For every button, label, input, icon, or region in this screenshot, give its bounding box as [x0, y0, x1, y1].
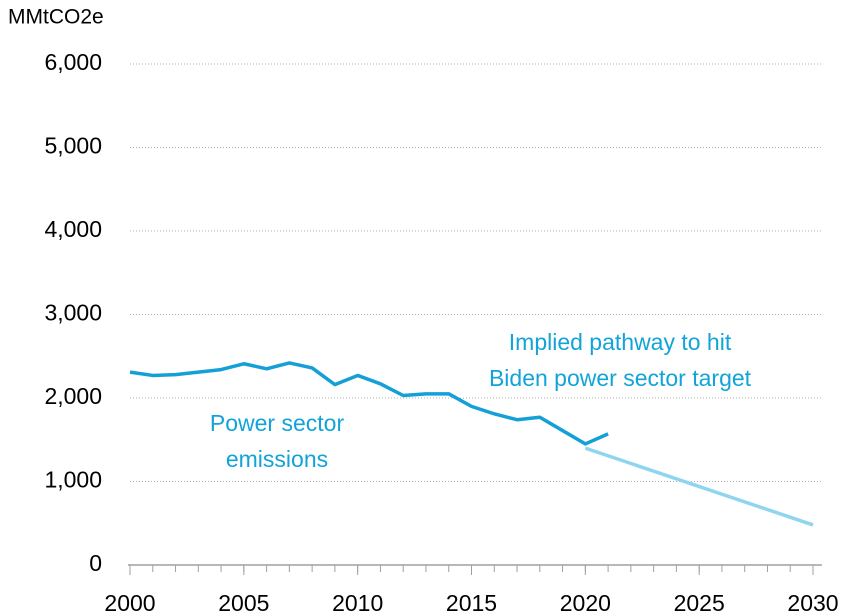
y-tick-label: 1,000 [44, 467, 102, 493]
x-tick-label: 2020 [560, 590, 611, 616]
x-tick-label: 2010 [332, 590, 383, 616]
x-tick-label: 2025 [674, 590, 725, 616]
y-tick-label: 2,000 [44, 383, 102, 409]
x-tick-label: 2000 [104, 590, 155, 616]
annotation: Biden power sector target [489, 365, 752, 391]
annotation: Power sector [210, 410, 345, 436]
x-tick-label: 2015 [446, 590, 497, 616]
x-tick-label: 2030 [787, 590, 838, 616]
series-line [129, 361, 609, 446]
y-tick-label: 6,000 [44, 49, 102, 75]
y-tick-label: 4,000 [44, 216, 102, 242]
y-tick-label: 5,000 [44, 133, 102, 159]
series-line [584, 446, 814, 527]
annotation: Implied pathway to hit [509, 329, 732, 355]
y-tick-label: 3,000 [44, 300, 102, 326]
annotation: emissions [226, 446, 328, 472]
y-axis-label: MMtCO2e [8, 6, 104, 29]
y-tick-label: 0 [89, 550, 102, 576]
x-tick-label: 2005 [218, 590, 269, 616]
